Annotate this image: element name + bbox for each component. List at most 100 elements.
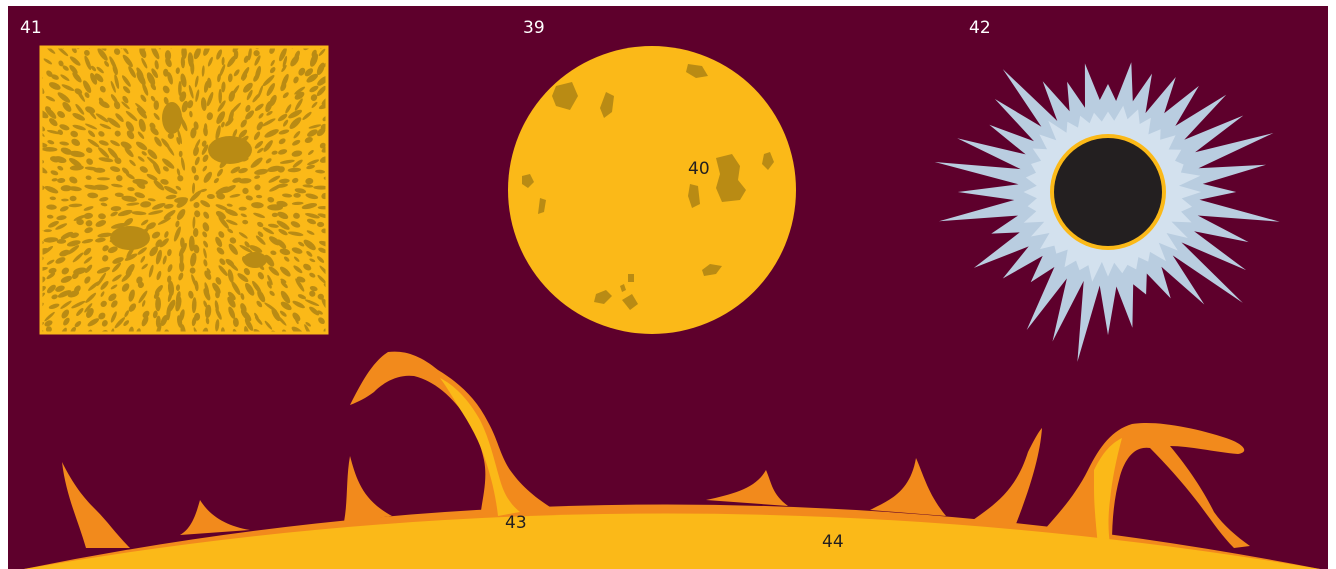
granule: [99, 197, 109, 202]
granule: [59, 249, 70, 257]
granule: [85, 220, 93, 227]
granule: [110, 80, 116, 93]
granule: [67, 290, 80, 298]
granule: [228, 90, 236, 102]
granule: [269, 67, 276, 74]
granule: [323, 328, 326, 332]
granule: [252, 93, 260, 103]
granule: [203, 248, 207, 259]
granule: [84, 303, 93, 313]
granule: [69, 64, 78, 75]
granule: [46, 204, 57, 210]
granule: [152, 202, 166, 210]
granule: [175, 185, 182, 191]
granule: [154, 136, 162, 147]
granule: [193, 146, 199, 157]
granule: [148, 210, 164, 215]
granule: [226, 203, 233, 207]
granule: [110, 166, 121, 172]
granule: [69, 195, 77, 202]
granule: [295, 278, 305, 292]
moon-disk: [1054, 138, 1162, 246]
granule: [231, 281, 241, 296]
granule: [207, 56, 213, 67]
granule: [61, 198, 69, 202]
granule: [310, 94, 318, 101]
granule: [257, 231, 264, 237]
granule: [205, 317, 210, 325]
granule: [93, 167, 106, 173]
granule: [290, 221, 301, 228]
granule: [194, 210, 201, 218]
granule: [125, 121, 135, 132]
granule: [87, 138, 100, 148]
granule: [240, 67, 250, 80]
granule: [57, 290, 72, 298]
granule: [46, 48, 56, 54]
granule: [160, 315, 168, 326]
granule: [215, 236, 223, 248]
granule: [114, 157, 122, 165]
granule: [76, 308, 84, 316]
granule: [191, 165, 197, 174]
granule: [125, 110, 138, 122]
granule: [278, 178, 290, 184]
solar-limb: [24, 351, 1320, 569]
granule: [111, 183, 123, 188]
granule: [69, 150, 85, 158]
granule: [63, 317, 70, 326]
granule: [88, 280, 100, 291]
granule: [162, 85, 170, 94]
granule: [261, 118, 276, 127]
granule: [305, 322, 311, 327]
granule: [42, 302, 44, 308]
granule: [155, 323, 162, 332]
granule: [166, 144, 175, 156]
granule: [86, 308, 94, 318]
granule: [279, 310, 287, 317]
granule: [148, 264, 154, 278]
granule: [306, 230, 315, 235]
granule: [303, 263, 312, 271]
granule: [232, 317, 239, 327]
granule: [72, 71, 82, 83]
granule: [242, 187, 249, 195]
granule: [195, 89, 200, 102]
granule: [146, 72, 156, 86]
granule: [267, 274, 273, 286]
granule: [176, 198, 188, 208]
granule: [215, 204, 228, 211]
granule: [277, 166, 285, 173]
granule: [309, 306, 320, 316]
granule: [85, 123, 98, 130]
granule: [199, 188, 207, 193]
granule: [201, 65, 205, 77]
granule: [188, 84, 194, 99]
granule: [232, 48, 241, 53]
granule: [69, 56, 81, 66]
granule: [44, 185, 59, 194]
granule: [282, 193, 293, 198]
granule: [194, 75, 199, 88]
granule: [46, 259, 55, 265]
granule: [86, 158, 93, 165]
granule: [309, 258, 316, 263]
granule: [135, 103, 147, 114]
granule: [163, 96, 169, 105]
granule: [266, 110, 273, 116]
granule: [110, 311, 117, 323]
granule: [113, 101, 121, 110]
granule: [167, 71, 173, 85]
granule: [243, 55, 249, 63]
granule: [294, 315, 299, 325]
granule: [263, 140, 273, 152]
granule: [280, 278, 287, 283]
granule: [175, 220, 180, 228]
granule: [319, 156, 326, 163]
granule: [57, 177, 66, 184]
spicule: [344, 456, 392, 522]
granule: [298, 241, 305, 247]
granule: [227, 269, 234, 283]
granule: [306, 164, 315, 170]
granule: [57, 129, 64, 136]
